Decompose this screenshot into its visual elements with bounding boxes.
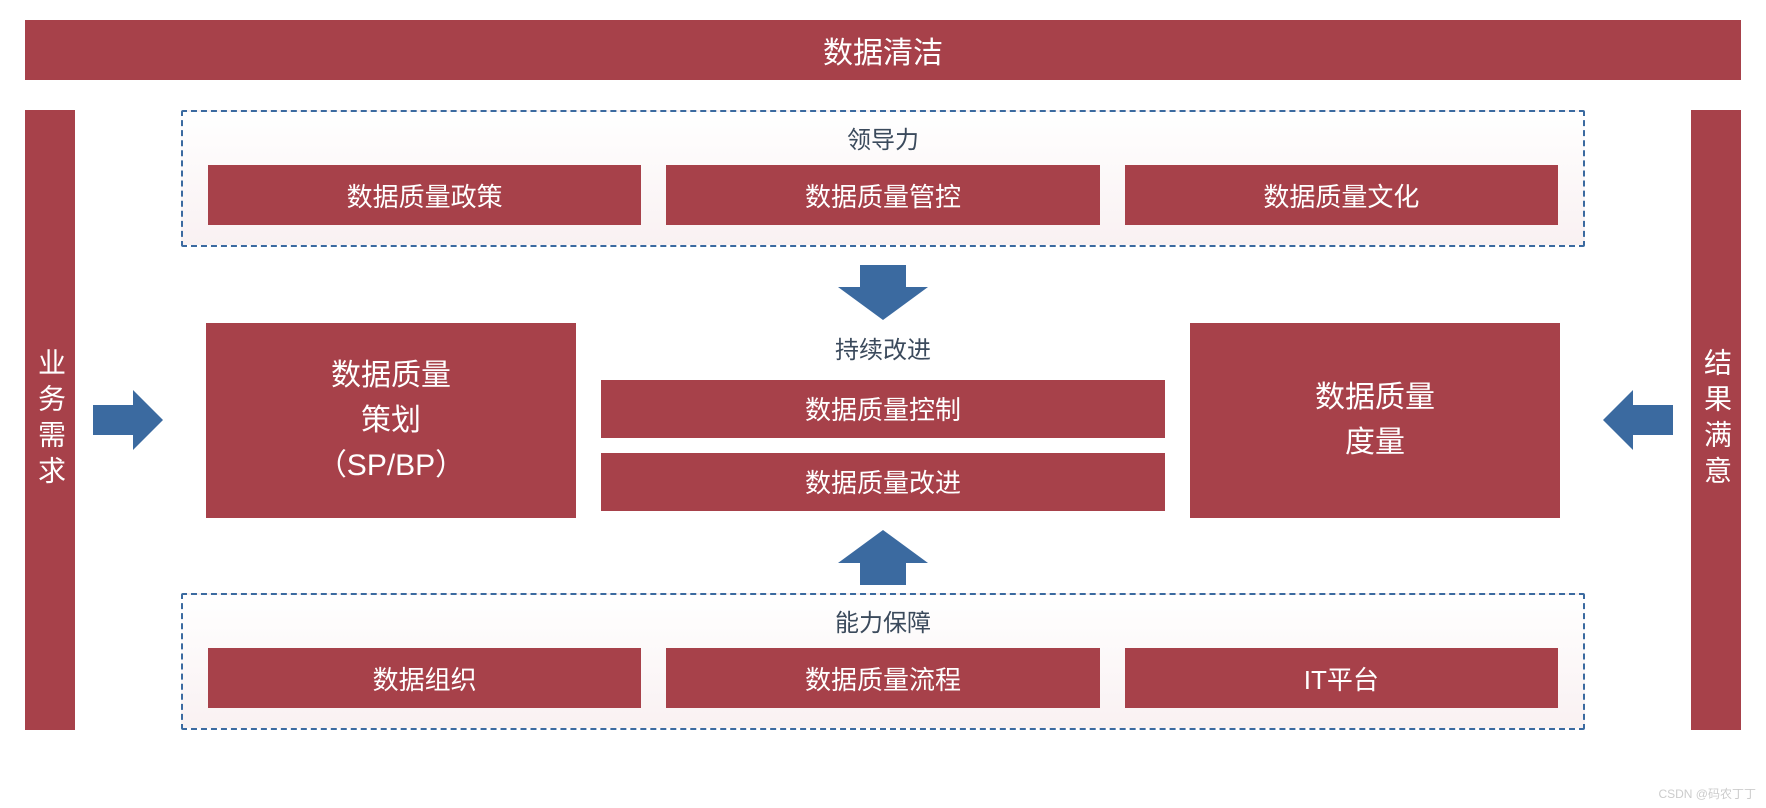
it-platform-box: IT平台: [1125, 648, 1558, 708]
capability-title: 能力保障: [208, 603, 1558, 638]
capability-panel: 能力保障 数据组织 数据质量流程 IT平台: [181, 593, 1585, 730]
governance-box: 数据质量管控: [666, 165, 1099, 225]
header-title-bar: 数据清洁: [25, 20, 1741, 80]
planning-line3: （SP/BP）: [317, 443, 465, 488]
arrow-up-icon: [838, 530, 928, 585]
planning-line2: 策划: [361, 398, 421, 443]
arrow-right-icon: [93, 390, 163, 450]
measurement-line1: 数据质量: [1315, 375, 1435, 420]
arrow-leadership-down: [838, 265, 928, 325]
improvement-title: 持续改进: [835, 330, 931, 365]
planning-line1: 数据质量: [331, 353, 451, 398]
right-side-label: 结果满意: [1696, 348, 1736, 492]
center-area: 领导力 数据质量政策 数据质量管控 数据质量文化 数据质量 策划 （SP/BP）: [181, 110, 1585, 730]
process-box: 数据质量流程: [666, 648, 1099, 708]
watermark: CSDN @码农丁丁: [1658, 785, 1756, 802]
capability-row: 数据组织 数据质量流程 IT平台: [208, 648, 1558, 708]
organization-box: 数据组织: [208, 648, 641, 708]
improve-box: 数据质量改进: [601, 453, 1165, 511]
measurement-box: 数据质量 度量: [1190, 323, 1560, 518]
improvement-column: 持续改进 数据质量控制 数据质量改进: [601, 330, 1165, 511]
arrow-down-icon: [838, 265, 928, 320]
arrow-left-to-center: [93, 110, 163, 730]
right-side-bar: 结果满意: [1691, 110, 1741, 730]
arrow-capability-up: [838, 530, 928, 590]
leadership-row: 数据质量政策 数据质量管控 数据质量文化: [208, 165, 1558, 225]
arrow-right-to-center: [1603, 110, 1673, 730]
policy-box: 数据质量政策: [208, 165, 641, 225]
culture-box: 数据质量文化: [1125, 165, 1558, 225]
left-side-label: 业务需求: [30, 348, 70, 492]
control-box: 数据质量控制: [601, 380, 1165, 438]
left-side-bar: 业务需求: [25, 110, 75, 730]
arrow-left-icon: [1603, 390, 1673, 450]
leadership-title: 领导力: [208, 120, 1558, 155]
body-row: 业务需求 领导力 数据质量政策 数据质量管控 数据质量文化: [25, 110, 1741, 730]
header-title: 数据清洁: [823, 28, 943, 72]
leadership-panel: 领导力 数据质量政策 数据质量管控 数据质量文化: [181, 110, 1585, 247]
planning-box: 数据质量 策划 （SP/BP）: [206, 323, 576, 518]
measurement-line2: 度量: [1345, 420, 1405, 465]
